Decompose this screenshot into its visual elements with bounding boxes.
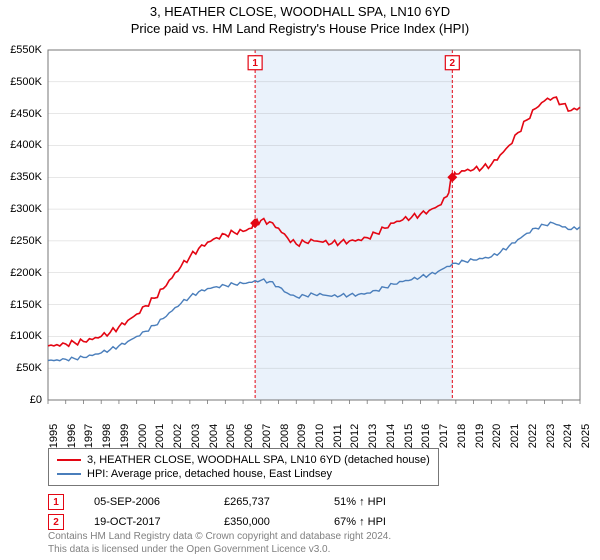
x-tick-label: 2009 [296,424,308,448]
y-tick-label: £550K [10,44,42,56]
y-tick-label: £400K [10,139,42,151]
y-tick-label: £200K [10,267,42,279]
y-tick-label: £450K [10,108,42,120]
sale-date: 19-OCT-2017 [94,516,194,528]
chart-plot-area: 12 [48,50,580,400]
x-tick-label: 2021 [509,424,521,448]
y-axis-labels: £0£50K£100K£150K£200K£250K£300K£350K£400… [0,50,44,400]
chart-svg: 12 [48,50,580,400]
x-tick-label: 2003 [190,424,202,448]
title-sub: Price paid vs. HM Land Registry's House … [0,21,600,36]
sale-price: £265,737 [224,496,304,508]
x-tick-label: 2017 [438,424,450,448]
title-main: 3, HEATHER CLOSE, WOODHALL SPA, LN10 6YD [0,4,600,19]
x-tick-label: 2005 [225,424,237,448]
x-axis-labels: 1995199619971998199920002001200220032004… [48,404,580,444]
x-tick-label: 1997 [83,424,95,448]
x-tick-label: 2002 [172,424,184,448]
x-tick-label: 2020 [491,424,503,448]
y-tick-label: £100K [10,330,42,342]
x-tick-label: 2023 [545,424,557,448]
x-tick-label: 2024 [562,424,574,448]
sale-marker: 1 [48,494,64,510]
sale-row: 1 05-SEP-2006 £265,737 51% ↑ HPI [48,492,386,512]
y-tick-label: £350K [10,171,42,183]
x-tick-label: 2018 [456,424,468,448]
y-tick-label: £50K [16,362,42,374]
sale-pct: 51% ↑ HPI [334,496,386,508]
x-tick-label: 1996 [66,424,78,448]
x-tick-label: 2012 [349,424,361,448]
y-tick-label: £0 [30,394,42,406]
sale-marker: 2 [48,514,64,530]
x-tick-label: 2010 [314,424,326,448]
x-tick-label: 2006 [243,424,255,448]
x-tick-label: 2001 [154,424,166,448]
sale-price: £350,000 [224,516,304,528]
sale-pct: 67% ↑ HPI [334,516,386,528]
y-tick-label: £300K [10,203,42,215]
y-tick-label: £250K [10,235,42,247]
chart-container: { "title": "3, HEATHER CLOSE, WOODHALL S… [0,0,600,560]
x-tick-label: 2014 [385,424,397,448]
x-tick-label: 2022 [527,424,539,448]
x-tick-label: 2015 [403,424,415,448]
x-tick-label: 2025 [580,424,592,448]
legend-item: HPI: Average price, detached house, East… [57,467,430,481]
legend-box: 3, HEATHER CLOSE, WOODHALL SPA, LN10 6YD… [48,448,439,486]
y-tick-label: £150K [10,299,42,311]
y-tick-label: £500K [10,76,42,88]
x-tick-label: 1998 [101,424,113,448]
legend-label: HPI: Average price, detached house, East… [87,468,332,480]
x-tick-label: 1999 [119,424,131,448]
x-tick-label: 2000 [137,424,149,448]
x-tick-label: 2019 [474,424,486,448]
x-tick-label: 2007 [261,424,273,448]
sale-date: 05-SEP-2006 [94,496,194,508]
legend: 3, HEATHER CLOSE, WOODHALL SPA, LN10 6YD… [48,448,580,486]
x-tick-label: 2008 [279,424,291,448]
legend-item: 3, HEATHER CLOSE, WOODHALL SPA, LN10 6YD… [57,453,430,467]
footer-line2: This data is licensed under the Open Gov… [48,543,391,556]
footer: Contains HM Land Registry data © Crown c… [48,530,391,556]
legend-swatch [57,459,81,461]
footer-line1: Contains HM Land Registry data © Crown c… [48,530,391,543]
x-tick-label: 2004 [208,424,220,448]
x-tick-label: 2013 [367,424,379,448]
x-tick-label: 2011 [332,424,344,448]
svg-text:2: 2 [450,58,456,69]
legend-swatch [57,473,81,475]
title-block: 3, HEATHER CLOSE, WOODHALL SPA, LN10 6YD… [0,0,600,38]
x-tick-label: 1995 [48,424,60,448]
x-tick-label: 2016 [420,424,432,448]
sales-table: 1 05-SEP-2006 £265,737 51% ↑ HPI 2 19-OCT-201… [48,492,386,532]
legend-label: 3, HEATHER CLOSE, WOODHALL SPA, LN10 6YD… [87,454,430,466]
svg-text:1: 1 [252,58,258,69]
sale-row: 2 19-OCT-2017 £350,000 67% ↑ HPI [48,512,386,532]
